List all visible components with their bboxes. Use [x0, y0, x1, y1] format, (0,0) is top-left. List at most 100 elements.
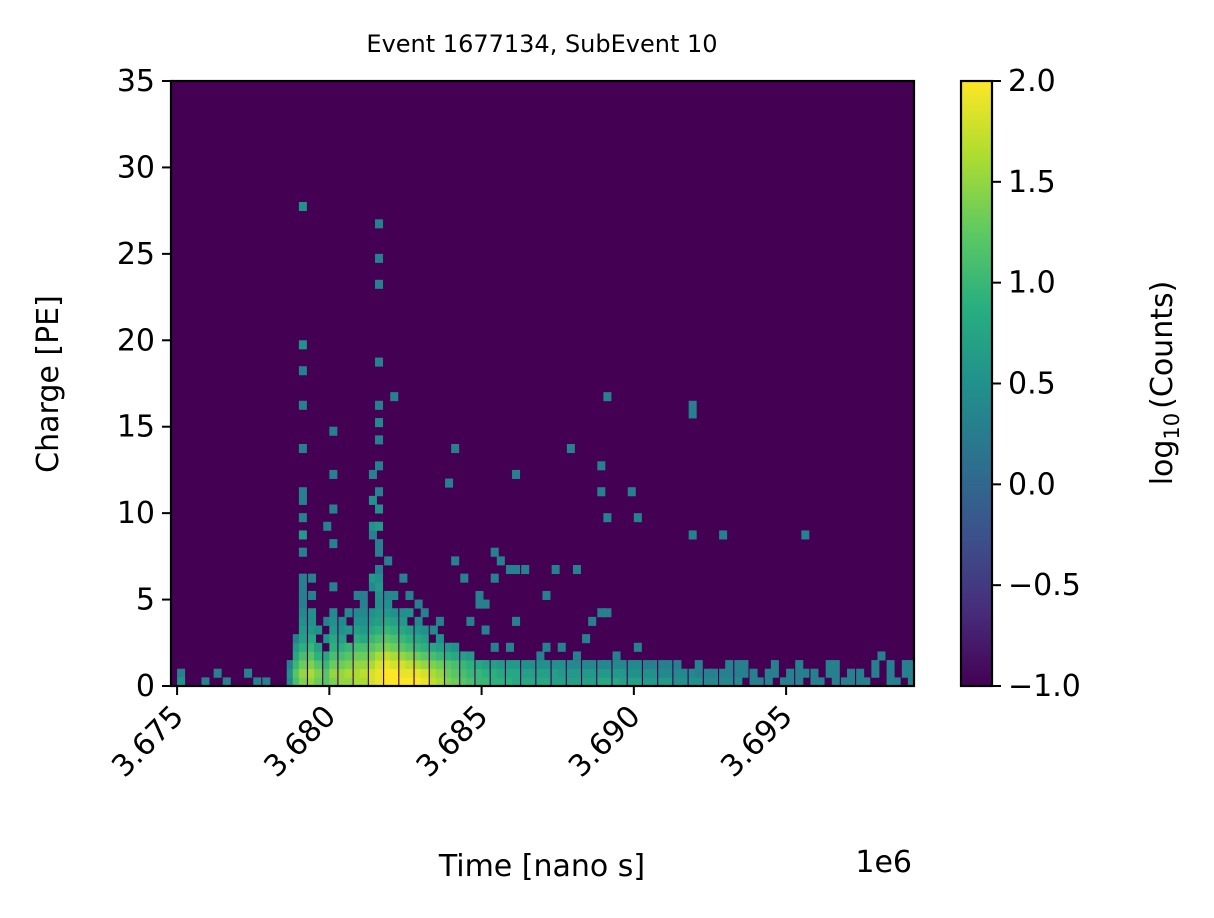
- heatmap-cell: [399, 608, 408, 618]
- heatmap-cell: [871, 660, 880, 670]
- heatmap-cell: [375, 461, 384, 471]
- chart-title: Event 1677134, SubEvent 10: [366, 30, 717, 58]
- heatmap-cell: [780, 677, 789, 687]
- heatmap-cell: [572, 668, 581, 678]
- heatmap-cell: [512, 616, 521, 626]
- heatmap-cell: [572, 651, 581, 661]
- heatmap-cell: [329, 582, 338, 592]
- heatmap-cell: [755, 677, 764, 687]
- heatmap-cell: [177, 677, 186, 687]
- heatmap-cell: [359, 668, 368, 678]
- y-axis-label: Charge [PE]: [31, 295, 66, 473]
- heatmap-cell: [512, 565, 521, 575]
- heatmap-cell: [390, 608, 399, 618]
- heatmap-cell: [847, 668, 856, 678]
- heatmap-cell: [658, 677, 667, 687]
- heatmap-cell: [368, 677, 377, 687]
- heatmap-cell: [338, 651, 347, 661]
- heatmap-cell: [298, 340, 307, 350]
- heatmap-cell: [505, 668, 514, 678]
- heatmap-cell: [390, 668, 399, 678]
- heatmap-cell: [353, 660, 362, 670]
- heatmap-cell: [298, 642, 307, 652]
- heatmap-cell: [368, 660, 377, 670]
- heatmap-cell: [292, 634, 301, 644]
- heatmap-cell: [375, 357, 384, 367]
- heatmap-cell: [298, 582, 307, 592]
- heatmap-cell: [375, 634, 384, 644]
- y-tick-label: 30: [117, 150, 155, 185]
- heatmap-cell: [840, 677, 849, 687]
- heatmap-cell: [542, 590, 551, 600]
- heatmap-cell: [740, 660, 749, 670]
- heatmap-cell: [338, 660, 347, 670]
- heatmap-cell: [338, 634, 347, 644]
- heatmap-cell: [460, 573, 469, 583]
- heatmap-cell: [612, 651, 621, 661]
- heatmap-cell: [405, 634, 414, 644]
- heatmap-cell: [490, 668, 499, 678]
- heatmap-cell: [298, 400, 307, 410]
- heatmap-cell: [405, 660, 414, 670]
- heatmap-cell: [603, 608, 612, 618]
- heatmap-cell: [734, 677, 743, 687]
- x-axis: 3.675 3.680 3.685 3.690 3.695: [105, 686, 800, 784]
- heatmap-cell: [375, 599, 384, 609]
- colorbar-tick-label: −0.5: [1008, 568, 1081, 603]
- heatmap-cell: [749, 677, 758, 687]
- heatmap-cell: [862, 677, 871, 687]
- heatmap-cell: [298, 573, 307, 583]
- heatmap-cell: [429, 677, 438, 687]
- heatmap-cell: [542, 668, 551, 678]
- heatmap-cell: [688, 409, 697, 419]
- heatmap-cell: [435, 651, 444, 661]
- heatmap-cell: [847, 677, 856, 687]
- heatmap-cell: [429, 625, 438, 635]
- heatmap-cell: [795, 668, 804, 678]
- heatmap-cell: [399, 677, 408, 687]
- heatmap-cell: [368, 651, 377, 661]
- heatmap-cell: [481, 668, 490, 678]
- heatmap-cell: [368, 642, 377, 652]
- heatmap-cell: [445, 642, 454, 652]
- heatmap-cell: [384, 625, 393, 635]
- heatmap-cell: [292, 642, 301, 652]
- heatmap-cell: [451, 660, 460, 670]
- heatmap-cell: [435, 616, 444, 626]
- heatmap-cell: [673, 660, 682, 670]
- heatmap-cell: [527, 660, 536, 670]
- heatmap-cell: [414, 651, 423, 661]
- heatmap-cell: [786, 677, 795, 687]
- heatmap-cell: [536, 660, 545, 670]
- heatmap-cell: [825, 668, 834, 678]
- heatmap-cell: [375, 253, 384, 263]
- plot-frame: [169, 79, 916, 688]
- heatmap-cell: [542, 660, 551, 670]
- heatmap-cell: [603, 668, 612, 678]
- heatmap-cell: [649, 660, 658, 670]
- heatmap-cell: [329, 660, 338, 670]
- heatmap-cell: [353, 590, 362, 600]
- heatmap-cell: [222, 677, 231, 687]
- heatmap-cell: [734, 660, 743, 670]
- heatmap-cell: [399, 668, 408, 678]
- heatmap-cell: [384, 660, 393, 670]
- heatmap-cell: [314, 642, 323, 652]
- heatmap-cell: [831, 668, 840, 678]
- heatmap-cell: [344, 660, 353, 670]
- heatmap-cell: [390, 651, 399, 661]
- colorbar-tick-label: −1.0: [1008, 669, 1081, 704]
- heatmap-cell: [688, 530, 697, 540]
- heatmap-cell: [298, 634, 307, 644]
- heatmap-cell: [298, 547, 307, 557]
- heatmap-cell: [384, 668, 393, 678]
- heatmap-cell: [435, 642, 444, 652]
- heatmap-cell: [368, 469, 377, 479]
- heatmap-cell: [633, 668, 642, 678]
- heatmap-cell: [308, 590, 317, 600]
- heatmap-cell: [557, 642, 566, 652]
- heatmap-cell: [384, 590, 393, 600]
- heatmap-cell: [603, 392, 612, 402]
- heatmap-cell: [323, 668, 332, 678]
- heatmap-cell: [536, 651, 545, 661]
